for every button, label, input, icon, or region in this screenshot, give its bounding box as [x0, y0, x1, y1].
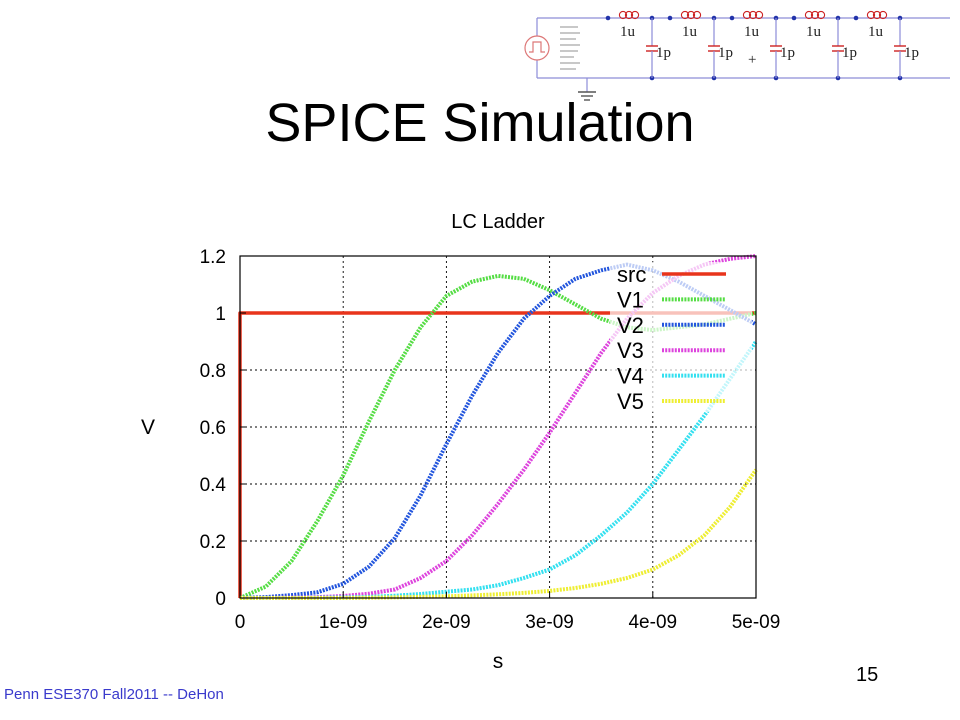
y-tick-label: 0.8 [200, 361, 226, 382]
inductor-coil [748, 10, 758, 20]
slide-title: SPICE Simulation [265, 93, 695, 153]
y-tick-label: 0.6 [200, 418, 226, 439]
y-tick-label: 0 [215, 589, 226, 610]
node-dot [791, 15, 797, 21]
inductor-coil [680, 10, 690, 20]
x-axis-label: s [493, 650, 504, 673]
capacitor-label: 1p [718, 45, 733, 61]
inductor-coil [866, 10, 876, 20]
x-axis-ticks: 0 1e-09 2e-09 3e-09 4e-09 5e-09 [235, 592, 781, 633]
ladder-stage-3: 1u 1p [729, 10, 795, 81]
inductor-coil [816, 10, 826, 20]
inductor-coil [624, 10, 634, 20]
ladder-stages: 1u 1p 1u 1p 1u 1p 1u 1p 1u 1p [605, 10, 919, 81]
inductor-label: 1u [806, 24, 822, 40]
voltage-source-symbol [524, 35, 550, 61]
inductor-coil [804, 10, 814, 20]
chart-title: LC Ladder [451, 211, 545, 233]
inductor-coil [618, 10, 628, 20]
legend-label-v4: V4 [617, 364, 644, 389]
x-tick-label: 1e-09 [319, 612, 368, 633]
ladder-stage-4: 1u 1p [791, 10, 857, 81]
legend-label-v2: V2 [617, 313, 644, 338]
y-tick-label: 0.4 [200, 475, 227, 496]
capacitor-label: 1p [904, 45, 919, 61]
y-tick-label: 1 [215, 304, 226, 325]
inductor-coil [810, 10, 820, 20]
y-axis-ticks: 0 0.2 0.4 0.6 0.8 1 1.2 [200, 247, 246, 610]
inductor-coil [872, 10, 882, 20]
node-dot [667, 15, 673, 21]
inductor-coil [630, 10, 640, 20]
ground-symbol [578, 91, 596, 101]
inductor-coil [686, 10, 696, 20]
x-tick-label: 5e-09 [732, 612, 781, 633]
inductor-coil [878, 10, 888, 20]
node-dot [853, 15, 859, 21]
inductor-label: 1u [868, 24, 884, 40]
node-dot [605, 15, 611, 21]
capacitor-label: 1p [780, 45, 795, 61]
ladder-stage-5: 1u 1p [853, 10, 919, 81]
y-tick-label: 0.2 [200, 532, 226, 553]
source-params-text [560, 26, 580, 70]
capacitor-label: 1p [656, 45, 671, 61]
inductor-label: 1u [620, 24, 636, 40]
node-dot [729, 15, 735, 21]
y-axis-label: V [141, 416, 155, 439]
y-tick-label: 1.2 [200, 247, 226, 268]
legend-label-v5: V5 [617, 389, 644, 414]
inductor-coil [742, 10, 752, 20]
x-tick-label: 4e-09 [628, 612, 677, 633]
inductor-label: 1u [744, 24, 760, 40]
ladder-stage-2: 1u 1p [667, 10, 733, 81]
lc-ladder-schematic: 1u 1p 1u 1p 1u 1p 1u 1p 1u 1p + [524, 10, 950, 101]
x-tick-label: 0 [235, 612, 246, 633]
inductor-label: 1u [682, 24, 698, 40]
legend-label-v3: V3 [617, 338, 644, 363]
schematic-plus-sign: + [748, 52, 756, 68]
inductor-coil [754, 10, 764, 20]
x-tick-label: 3e-09 [525, 612, 574, 633]
footer-course-label: Penn ESE370 Fall2011 -- DeHon [4, 686, 224, 703]
legend-label-v1: V1 [617, 287, 644, 312]
legend-label-src: src [617, 262, 646, 287]
capacitor-label: 1p [842, 45, 857, 61]
legend-background [610, 262, 752, 412]
inductor-coil [692, 10, 702, 20]
page-number: 15 [856, 664, 879, 686]
ladder-stage-1: 1u 1p [605, 10, 671, 81]
x-tick-label: 2e-09 [422, 612, 471, 633]
